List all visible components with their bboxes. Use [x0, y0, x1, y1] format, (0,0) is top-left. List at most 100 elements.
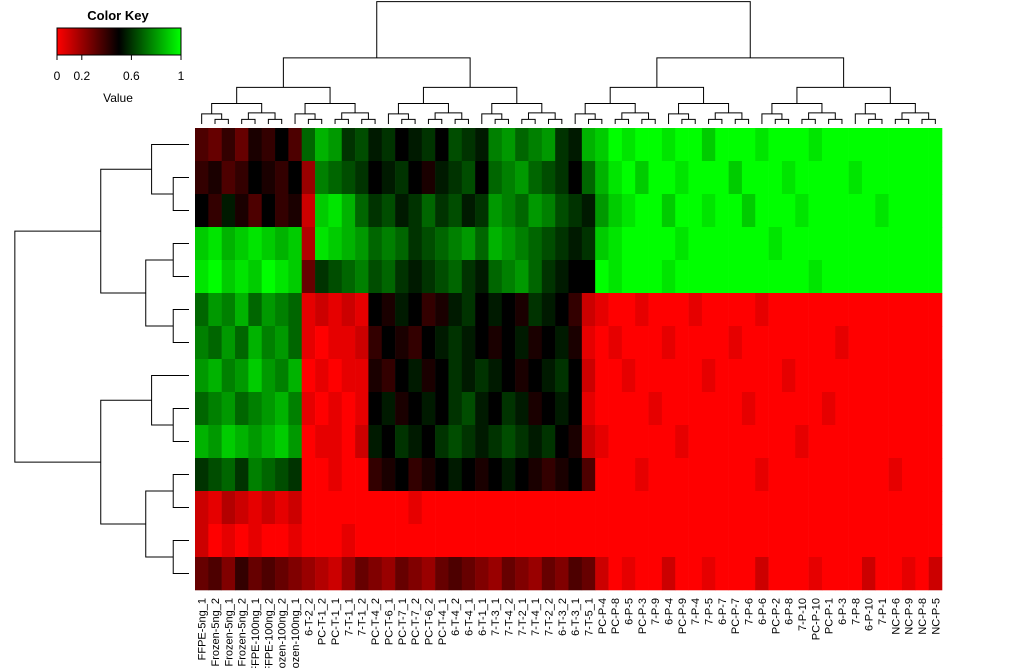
heatmap-cell	[621, 458, 636, 492]
heatmap-cell	[875, 392, 889, 426]
heatmap-cell	[928, 557, 943, 591]
row-dendrogram	[172, 540, 189, 574]
heatmap-cell	[821, 392, 836, 426]
heatmap-cell	[928, 359, 943, 393]
heatmap-cell	[701, 227, 716, 261]
heatmap-cell	[741, 161, 756, 195]
column-dendrogram	[211, 103, 263, 114]
heatmap-cell	[475, 161, 489, 195]
column-label: PC-T-1_1	[330, 598, 342, 645]
heatmap-cell	[341, 128, 356, 162]
heatmap-cell	[608, 128, 623, 162]
heatmap-cell	[248, 326, 262, 360]
row-dendrogram	[172, 309, 189, 343]
heatmap-cell	[808, 491, 823, 525]
heatmap-cell	[661, 326, 676, 360]
heatmap-cell	[635, 425, 649, 459]
heatmap-cell	[315, 458, 329, 492]
heatmap-cell	[315, 194, 329, 228]
heatmap-cell	[501, 392, 516, 426]
heatmap-cell	[861, 128, 876, 162]
heatmap-cell	[808, 425, 823, 459]
heatmap-cell	[848, 293, 863, 327]
heatmap-cell	[768, 326, 783, 360]
heatmap-cell	[541, 557, 556, 591]
column-dendrogram	[771, 103, 823, 114]
heatmap-cell	[355, 260, 369, 294]
heatmap-cell	[915, 260, 929, 294]
heatmap-cell	[928, 260, 943, 294]
column-dendrogram	[614, 118, 630, 124]
column-dendrogram	[901, 112, 930, 120]
row-dendrogram	[145, 259, 174, 327]
column-label: PC-T-7_2	[410, 598, 422, 645]
column-dendrogram	[894, 118, 910, 124]
column-label: PC-T-6_1	[383, 598, 395, 645]
heatmap-cell	[835, 557, 849, 591]
column-dendrogram	[454, 118, 469, 124]
heatmap-cell	[315, 359, 329, 393]
heatmap-cell	[741, 227, 756, 261]
heatmap-cell	[275, 392, 289, 426]
heatmap-cell	[541, 161, 556, 195]
heatmap-cell	[408, 326, 423, 360]
column-label: Frozen-100ng_2	[277, 598, 289, 668]
heatmap-cell	[261, 326, 276, 360]
heatmap-cell	[595, 557, 609, 591]
heatmap-cell	[341, 227, 356, 261]
heatmap-cell	[541, 491, 556, 525]
heatmap-cell	[568, 293, 583, 327]
heatmap-cell	[595, 359, 609, 393]
heatmap-cell	[781, 524, 796, 558]
heatmap-cell	[648, 293, 663, 327]
heatmap-cell	[395, 458, 409, 492]
heatmap-cell	[261, 260, 276, 294]
heatmap-cell	[675, 227, 689, 261]
heatmap-cell	[395, 359, 409, 393]
column-label: PC-P-10	[810, 598, 822, 640]
heatmap-cell	[208, 194, 222, 228]
heatmap-cell	[248, 392, 262, 426]
heatmap-cell	[501, 458, 516, 492]
column-dendrogram	[282, 57, 471, 88]
heatmap-cell	[421, 557, 436, 591]
column-label: 6-T-4_2	[450, 598, 462, 636]
heatmap-cell	[768, 557, 783, 591]
heatmap-cell	[208, 557, 222, 591]
heatmap-cell	[275, 425, 289, 459]
heatmap-cell	[288, 128, 303, 162]
heatmap-cell	[901, 293, 916, 327]
heatmap-cell	[701, 326, 716, 360]
heatmap-cell	[728, 293, 743, 327]
column-dendrogram	[621, 112, 650, 120]
heatmap-cell	[648, 491, 663, 525]
heatmap-cell	[488, 293, 503, 327]
heatmap-cell	[501, 359, 516, 393]
heatmap-cell	[421, 524, 436, 558]
column-label: 7-P-10	[797, 598, 809, 631]
heatmap-cell	[568, 491, 583, 525]
heatmap-cell	[275, 161, 289, 195]
heatmap-cell	[701, 557, 716, 591]
heatmap-cell	[928, 227, 943, 261]
heatmap-cell	[728, 227, 743, 261]
heatmap-cell	[581, 293, 596, 327]
heatmap-cell	[675, 458, 689, 492]
heatmap-cell	[635, 227, 649, 261]
heatmap-cell	[395, 392, 409, 426]
heatmap-cell	[901, 359, 916, 393]
heatmap-cell	[435, 227, 449, 261]
heatmap-cell	[355, 458, 369, 492]
heatmap-cell	[781, 359, 796, 393]
heatmap-cell	[888, 260, 903, 294]
heatmap-cell	[875, 161, 889, 195]
heatmap-cell	[528, 227, 543, 261]
heatmap-cell	[355, 524, 369, 558]
heatmap-cell	[515, 128, 529, 162]
heatmap-cell	[928, 194, 943, 228]
heatmap-cell	[315, 524, 329, 558]
heatmap-cell	[848, 194, 863, 228]
heatmap-cell	[875, 227, 889, 261]
heatmap-cell	[741, 293, 756, 327]
heatmap-cell	[328, 458, 343, 492]
